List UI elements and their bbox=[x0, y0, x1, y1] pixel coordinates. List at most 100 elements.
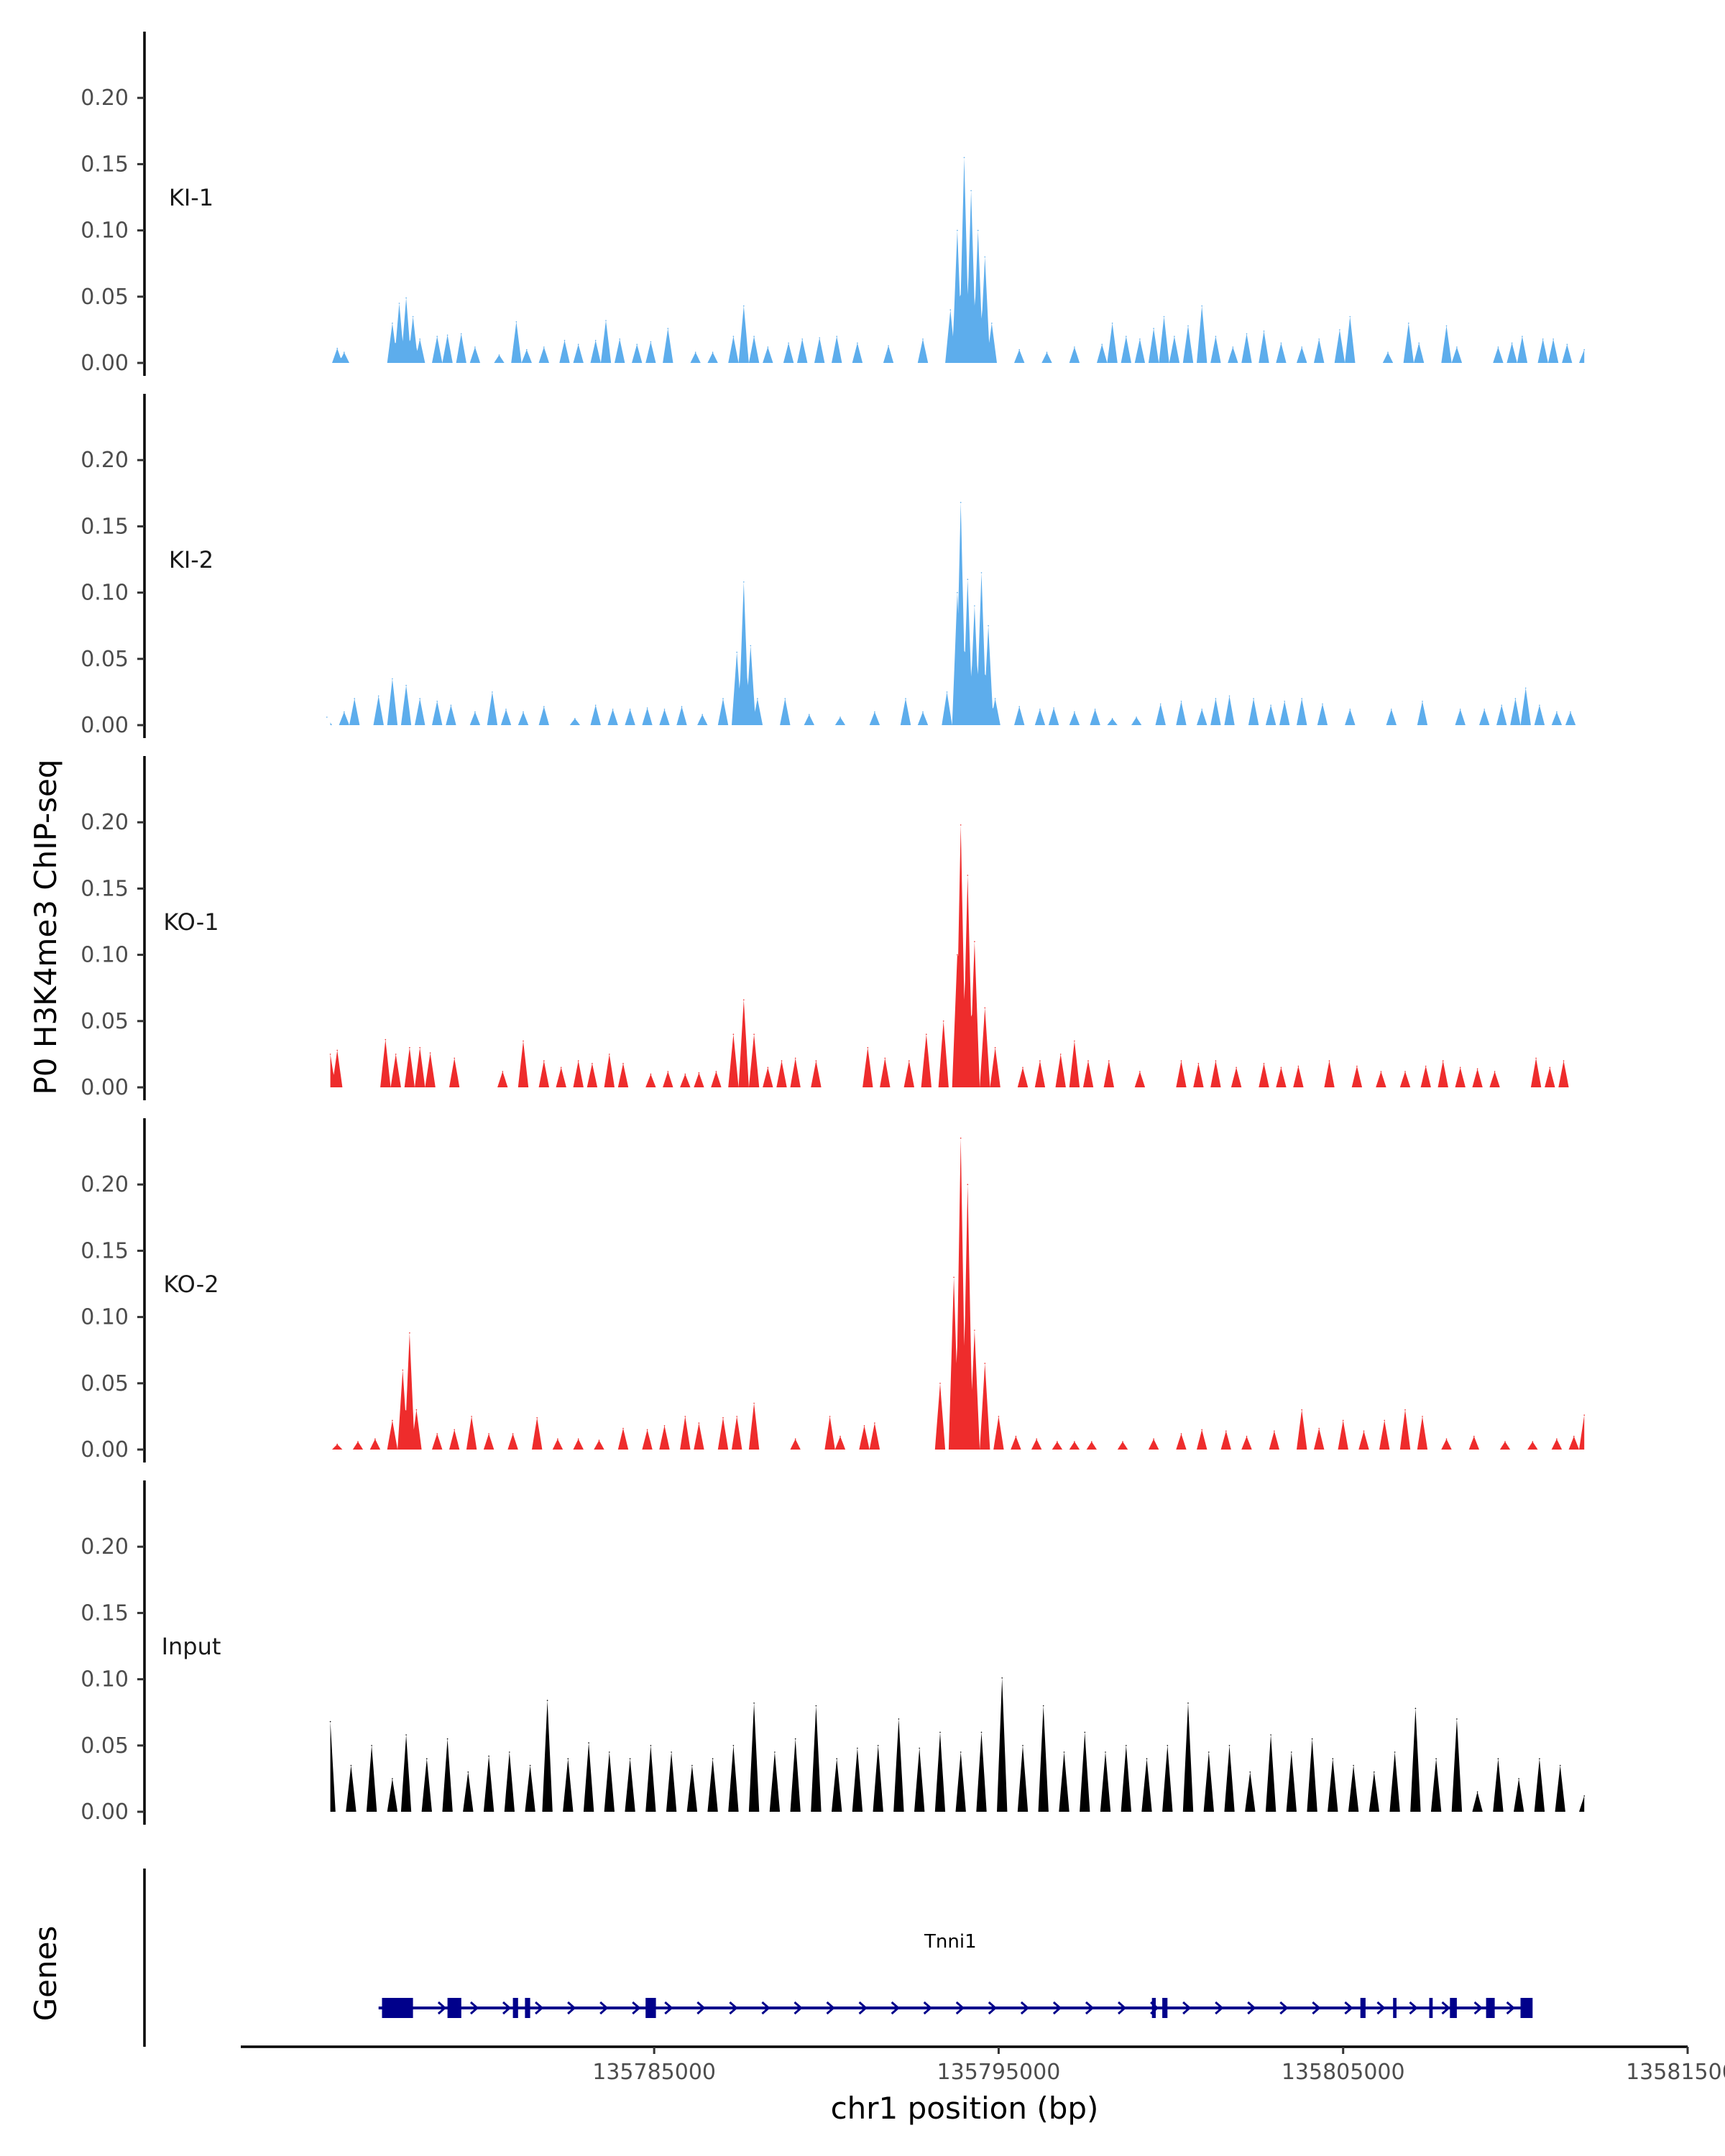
peak-point-ki-1 bbox=[888, 345, 889, 346]
peak-point-ki-2 bbox=[663, 709, 666, 710]
peak-point-ko-2 bbox=[1301, 1409, 1302, 1411]
peak-point-ko-1 bbox=[960, 824, 962, 826]
peak-point-input bbox=[1042, 1705, 1044, 1707]
y-tick-label-ko-2: 0.00 bbox=[80, 1437, 129, 1462]
track-label-ki-1: KI-1 bbox=[169, 184, 213, 211]
peak-point-input bbox=[509, 1751, 510, 1753]
peak-point-ko-1 bbox=[698, 1072, 700, 1074]
peak-point-ko-2 bbox=[1153, 1438, 1154, 1439]
y-tick-label-ko-2: 0.10 bbox=[80, 1305, 129, 1330]
peak-point-input bbox=[1456, 1718, 1458, 1720]
peak-point-input bbox=[1228, 1745, 1230, 1746]
peak-point-ko-1 bbox=[1263, 1063, 1265, 1064]
peak-point-input bbox=[1187, 1703, 1189, 1704]
peak-point-input bbox=[629, 1758, 631, 1759]
peak-point-ko-1 bbox=[609, 1054, 610, 1055]
peak-point-input bbox=[426, 1758, 428, 1759]
coverage-area-input bbox=[330, 1677, 1585, 1812]
peak-point-ko-1 bbox=[926, 1033, 927, 1035]
peak-point-ki-1 bbox=[1074, 346, 1075, 348]
peak-point-ki-2 bbox=[1039, 709, 1041, 710]
peak-point-ki-1 bbox=[1101, 344, 1103, 346]
peak-point-ki-1 bbox=[1201, 305, 1202, 307]
peak-point-ko-2 bbox=[512, 1433, 514, 1434]
peak-point-ko-2 bbox=[1074, 1441, 1075, 1442]
peak-point-ki-1 bbox=[836, 336, 837, 337]
y-tick-label-input: 0.15 bbox=[80, 1600, 129, 1626]
peak-point-ko-1 bbox=[385, 1038, 387, 1041]
x-axis: 135785000 135795000 135805000 135815000 bbox=[241, 2045, 1725, 2085]
peak-point-input bbox=[329, 1720, 331, 1723]
y-axis-title: P0 H3K4me3 ChIP-seq bbox=[28, 759, 63, 1095]
peak-point-input bbox=[371, 1745, 372, 1746]
peak-point-ko-2 bbox=[1363, 1430, 1365, 1432]
peak-point-ki-2 bbox=[629, 709, 631, 710]
peak-point-ko-1 bbox=[1459, 1067, 1461, 1069]
peak-point-ko-1 bbox=[942, 1021, 944, 1022]
peak-point-ki-1 bbox=[1542, 338, 1544, 340]
peak-point-ki-2 bbox=[1094, 709, 1096, 710]
peak-point-input bbox=[836, 1758, 837, 1759]
peak-point-ki-1 bbox=[1018, 349, 1020, 351]
peak-point-ko-1 bbox=[794, 1057, 796, 1059]
peak-point-ki-1 bbox=[564, 339, 566, 341]
peak-point-input bbox=[488, 1755, 489, 1757]
peak-point-ki-2 bbox=[505, 709, 507, 710]
peak-point-ko-2 bbox=[392, 1419, 393, 1422]
peak-point-input bbox=[1126, 1745, 1127, 1746]
peak-point-ki-1 bbox=[712, 351, 714, 354]
y-tick-label-ko-2: 0.05 bbox=[80, 1371, 129, 1396]
peak-point-ko-1 bbox=[867, 1046, 869, 1049]
y-tick-label-ki-1: 0.15 bbox=[80, 152, 129, 177]
peak-point-ki-1 bbox=[605, 320, 607, 321]
strand-arrow-icon bbox=[1506, 2001, 1515, 2015]
strand-arrow-icon bbox=[1473, 2001, 1483, 2015]
strand-arrow-icon bbox=[502, 2001, 512, 2015]
peak-point-input bbox=[1208, 1751, 1210, 1753]
peak-point-ko-2 bbox=[622, 1427, 624, 1429]
peak-point-ko-1 bbox=[957, 954, 958, 956]
track-panels: 0.00 0.05 0.10 0.15 0.20 KI-1 0.00 0.05 0.10 0.15… bbox=[80, 32, 1585, 1825]
peak-point-ki-2 bbox=[1524, 687, 1527, 689]
peak-point-ko-1 bbox=[1059, 1054, 1062, 1055]
peak-point-ko-2 bbox=[1422, 1416, 1423, 1417]
peak-point-ki-2 bbox=[784, 698, 786, 699]
gene-exon bbox=[645, 1998, 656, 2018]
track-ki-2: 0.00 0.05 0.10 0.15 0.20 KI-2 bbox=[80, 394, 1585, 738]
peak-point-ko-2 bbox=[953, 1276, 954, 1279]
peak-point-ko-2 bbox=[1504, 1441, 1506, 1442]
peak-point-ki-2 bbox=[1484, 709, 1485, 710]
peak-point-ki-1 bbox=[732, 336, 735, 337]
peak-point-input bbox=[691, 1764, 693, 1766]
track-label-input: Input bbox=[162, 1633, 221, 1660]
peak-point-ki-1 bbox=[1301, 346, 1302, 348]
peak-point-input bbox=[1084, 1731, 1086, 1733]
strand-arrow-icon bbox=[1182, 2001, 1192, 2015]
peak-point-ko-2 bbox=[1445, 1438, 1448, 1439]
peak-point-ki-1 bbox=[1187, 325, 1189, 327]
peak-point-ki-2 bbox=[450, 704, 452, 706]
peak-point-ko-2 bbox=[967, 1184, 969, 1185]
gene-exon bbox=[1162, 1998, 1168, 2018]
peak-point-ko-1 bbox=[753, 1033, 755, 1035]
peak-point-ki-2 bbox=[743, 581, 745, 583]
peak-point-ko-2 bbox=[663, 1425, 666, 1427]
peak-point-ki-2 bbox=[757, 698, 758, 699]
peak-point-ko-2 bbox=[409, 1332, 410, 1334]
peak-point-ki-2 bbox=[980, 572, 983, 573]
peak-point-input bbox=[1291, 1751, 1292, 1753]
peak-point-input bbox=[1497, 1758, 1499, 1759]
peak-point-ko-2 bbox=[1015, 1435, 1017, 1437]
peak-point-ki-1 bbox=[1153, 328, 1154, 329]
x-tick-label: 135795000 bbox=[937, 2060, 1061, 2085]
x-tick-label: 135815000 bbox=[1626, 2060, 1725, 2085]
peak-point-ki-2 bbox=[574, 718, 576, 719]
peak-point-ko-2 bbox=[336, 1443, 339, 1445]
peak-point-ko-2 bbox=[1274, 1430, 1275, 1432]
peak-point-ko-1 bbox=[577, 1060, 579, 1061]
peak-point-ko-2 bbox=[840, 1435, 841, 1437]
y-tick-label-ki-2: 0.10 bbox=[80, 581, 129, 606]
peak-point-ko-2 bbox=[1180, 1433, 1182, 1434]
peak-point-ki-2 bbox=[377, 695, 380, 697]
